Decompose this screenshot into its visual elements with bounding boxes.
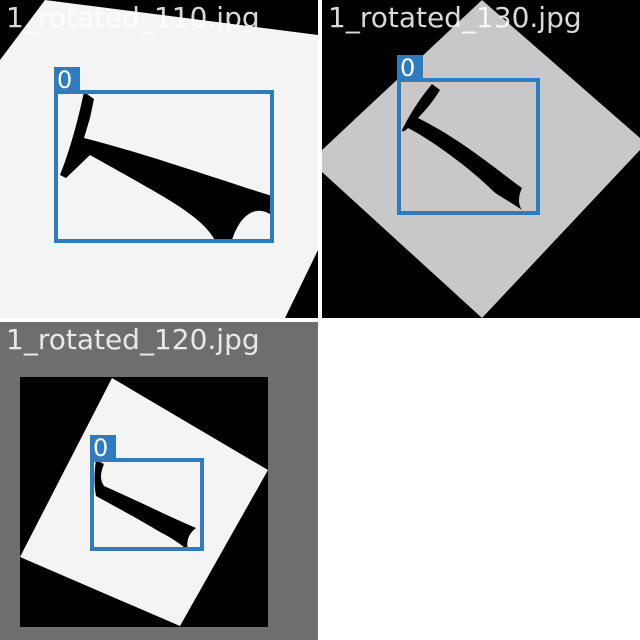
detection-label: 0 [90, 435, 116, 461]
detection-label: 0 [397, 55, 423, 81]
image-tile-3: 1_rotated_120.jpg 0 [0, 322, 318, 640]
tile-filename: 1_rotated_110.jpg [6, 1, 260, 34]
rotated-image-3 [20, 377, 268, 627]
detection-box [90, 458, 204, 551]
tile-filename: 1_rotated_130.jpg [328, 1, 582, 34]
detection-box [397, 78, 540, 215]
detection-box [54, 90, 274, 243]
tile-filename: 1_rotated_120.jpg [6, 323, 260, 356]
image-tile-1: 1_rotated_110.jpg 0 [0, 0, 318, 318]
image-tile-2: 1_rotated_130.jpg 0 [322, 0, 640, 318]
detection-label: 0 [54, 67, 80, 93]
